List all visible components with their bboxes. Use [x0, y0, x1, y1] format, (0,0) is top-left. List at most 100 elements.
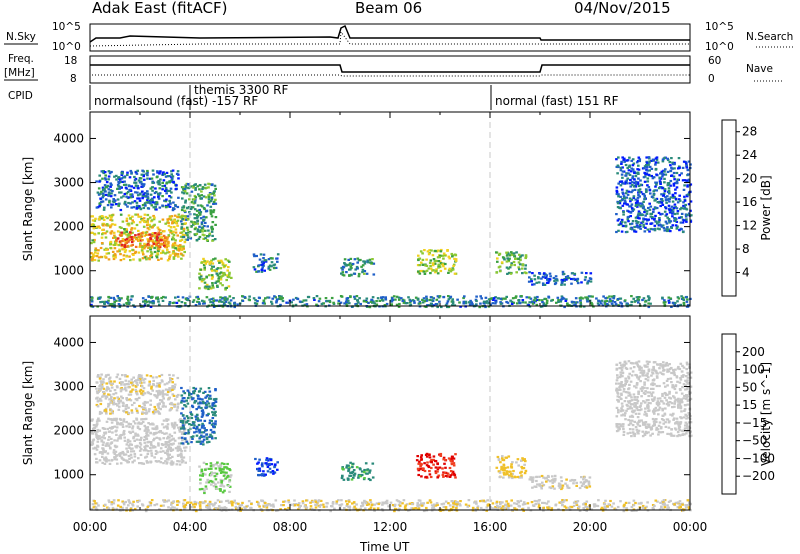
data-cell — [149, 198, 153, 201]
data-cell — [135, 223, 139, 227]
data-cell — [420, 454, 423, 457]
data-cell — [640, 395, 643, 398]
data-cell — [419, 456, 423, 459]
data-cell — [597, 303, 601, 306]
data-cell — [165, 246, 168, 249]
data-cell — [506, 272, 509, 275]
data-cell — [344, 263, 347, 266]
data-cell — [684, 213, 688, 216]
data-cell — [580, 281, 583, 284]
data-cell — [210, 225, 214, 228]
data-cell — [639, 205, 642, 208]
data-cell — [653, 383, 656, 386]
data-cell — [137, 396, 141, 399]
data-cell — [101, 443, 105, 446]
data-cell — [201, 422, 204, 425]
data-cell — [639, 179, 642, 182]
data-cell — [560, 487, 563, 491]
data-cell — [155, 235, 159, 238]
data-cell — [429, 267, 433, 270]
data-cell — [186, 396, 190, 400]
data-cell — [98, 435, 101, 438]
data-cell — [132, 258, 135, 261]
data-cell — [620, 180, 624, 183]
data-cell — [142, 193, 145, 196]
data-cell — [90, 258, 94, 261]
data-cell — [428, 456, 432, 459]
data-cell — [130, 222, 134, 225]
data-cell — [113, 444, 117, 447]
data-cell — [631, 428, 635, 431]
data-cell — [96, 252, 100, 255]
data-cell — [163, 239, 166, 242]
data-cell — [223, 462, 226, 466]
data-cell — [508, 254, 512, 257]
data-cell — [181, 439, 184, 442]
data-cell — [149, 251, 153, 254]
data-cell — [212, 200, 216, 203]
data-cell — [617, 388, 620, 391]
data-cell — [212, 202, 215, 205]
data-cell — [184, 232, 188, 235]
data-cell — [638, 375, 642, 378]
data-cell — [452, 462, 456, 465]
data-cell — [491, 298, 495, 301]
data-cell — [587, 481, 591, 485]
scatter-region-0 — [90, 417, 188, 466]
data-cell — [128, 185, 131, 188]
data-cell — [102, 224, 105, 227]
data-cell — [675, 375, 679, 378]
data-cell — [417, 258, 420, 262]
data-cell — [115, 299, 118, 302]
data-cell — [156, 170, 159, 173]
data-cell — [261, 266, 264, 269]
data-cell — [109, 418, 112, 421]
data-cell — [678, 216, 681, 219]
data-cell — [115, 454, 118, 458]
data-cell — [194, 427, 198, 430]
data-cell — [474, 298, 478, 301]
data-cell — [627, 172, 630, 175]
data-cell — [109, 182, 112, 185]
data-cell — [384, 296, 387, 299]
data-cell — [214, 398, 218, 401]
data-cell — [634, 180, 638, 183]
data-cell — [93, 238, 96, 242]
data-cell — [93, 430, 97, 433]
data-cell — [158, 181, 161, 184]
data-cell — [253, 268, 257, 271]
data-cell — [168, 387, 171, 390]
data-cell — [682, 188, 686, 191]
data-cell — [685, 396, 688, 399]
data-cell — [643, 171, 646, 174]
data-cell — [676, 201, 680, 204]
data-cell — [447, 255, 451, 258]
data-cell — [675, 207, 679, 210]
data-cell — [602, 295, 605, 298]
data-cell — [616, 202, 620, 205]
data-cell — [205, 209, 209, 212]
data-cell — [120, 191, 123, 194]
data-cell — [121, 238, 125, 241]
data-cell — [659, 182, 662, 185]
data-cell — [198, 278, 202, 281]
data-cell — [642, 200, 645, 203]
data-cell — [164, 393, 167, 396]
data-cell — [169, 216, 172, 219]
data-cell — [161, 400, 164, 403]
data-cell — [617, 195, 620, 198]
data-cell — [340, 272, 343, 275]
data-cell — [637, 172, 640, 175]
data-cell — [201, 398, 204, 401]
data-cell — [572, 304, 576, 307]
data-cell — [581, 297, 584, 300]
data-cell — [207, 182, 210, 185]
data-cell — [632, 393, 636, 396]
data-cell — [345, 301, 349, 304]
data-cell — [427, 267, 431, 270]
data-cell — [109, 389, 112, 392]
data-cell — [630, 300, 633, 303]
data-cell — [133, 251, 137, 255]
data-cell — [123, 228, 126, 231]
data-cell — [217, 465, 220, 468]
